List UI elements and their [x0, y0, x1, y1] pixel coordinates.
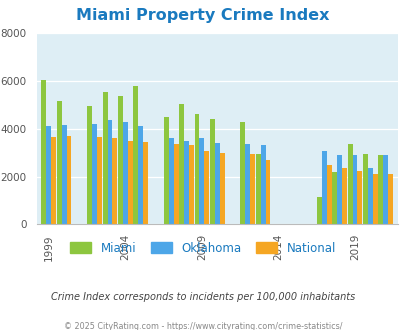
Bar: [138, 126, 143, 224]
Text: Miami Property Crime Index: Miami Property Crime Index: [76, 8, 329, 23]
Bar: [382, 155, 387, 224]
Bar: [102, 92, 107, 224]
Bar: [189, 146, 194, 224]
Bar: [143, 142, 148, 224]
Bar: [41, 80, 46, 224]
Bar: [367, 168, 372, 224]
Bar: [332, 172, 337, 224]
Bar: [168, 138, 173, 224]
Text: Crime Index corresponds to incidents per 100,000 inhabitants: Crime Index corresponds to incidents per…: [51, 292, 354, 302]
Bar: [97, 137, 102, 224]
Bar: [57, 101, 62, 224]
Bar: [112, 138, 117, 224]
Bar: [240, 121, 245, 224]
Bar: [87, 106, 92, 224]
Bar: [214, 143, 219, 224]
Text: © 2025 CityRating.com - https://www.cityrating.com/crime-statistics/: © 2025 CityRating.com - https://www.city…: [64, 322, 341, 330]
Bar: [249, 154, 255, 224]
Bar: [362, 154, 367, 224]
Bar: [377, 155, 382, 224]
Bar: [245, 144, 249, 224]
Bar: [209, 119, 214, 224]
Bar: [51, 137, 56, 224]
Bar: [316, 197, 321, 224]
Bar: [260, 146, 265, 224]
Legend: Miami, Oklahoma, National: Miami, Oklahoma, National: [66, 238, 339, 258]
Bar: [219, 153, 224, 224]
Bar: [62, 125, 66, 224]
Bar: [372, 174, 377, 224]
Bar: [326, 165, 331, 224]
Bar: [194, 115, 199, 224]
Bar: [107, 120, 112, 224]
Bar: [204, 151, 209, 224]
Bar: [118, 96, 123, 224]
Bar: [173, 144, 178, 224]
Bar: [341, 168, 346, 224]
Bar: [164, 117, 168, 224]
Bar: [337, 155, 341, 224]
Bar: [179, 104, 184, 224]
Bar: [133, 86, 138, 224]
Bar: [46, 126, 51, 224]
Bar: [387, 174, 392, 224]
Bar: [255, 154, 260, 224]
Bar: [123, 121, 128, 224]
Bar: [321, 151, 326, 224]
Bar: [66, 136, 71, 224]
Bar: [128, 141, 132, 224]
Bar: [199, 138, 204, 224]
Bar: [347, 144, 352, 224]
Bar: [356, 171, 362, 224]
Bar: [265, 160, 270, 224]
Bar: [92, 124, 97, 224]
Bar: [184, 141, 189, 224]
Bar: [352, 155, 356, 224]
